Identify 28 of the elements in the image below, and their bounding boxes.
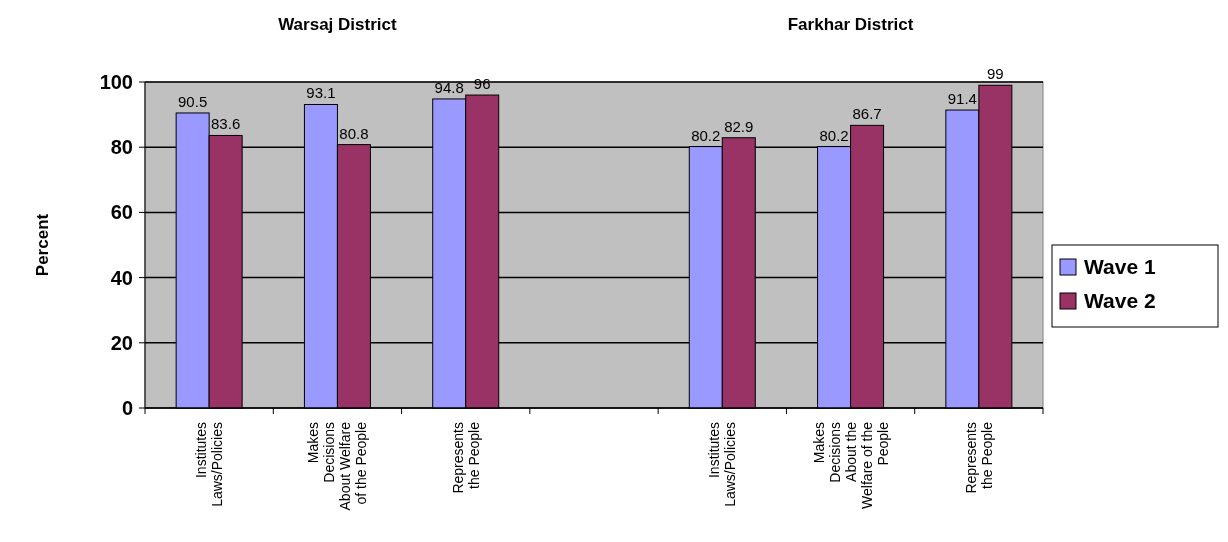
y-axis-title: Percent: [33, 213, 52, 277]
data-label: 82.9: [724, 117, 754, 135]
legend-label: Wave 2: [1084, 289, 1156, 313]
x-tick-label: Makes Decisions About the Welfare of the People: [810, 421, 891, 509]
data-label: 94.8: [434, 78, 464, 96]
x-tick-label: Makes Decisions About Welfare of the People: [305, 421, 370, 511]
y-tick-label: 40: [110, 266, 133, 289]
text: Warsaj District: [278, 15, 397, 34]
y-tick-label: 0: [121, 397, 133, 419]
x-tick-label: Institutes Laws/Policies: [193, 422, 226, 507]
data-label: 80.2: [819, 126, 849, 144]
data-label: 90.5: [178, 92, 208, 110]
y-tick-label: 80: [110, 136, 133, 159]
y-tick-label: 100: [99, 71, 133, 93]
data-label: 80.2: [691, 126, 721, 144]
data-label: 91.4: [947, 90, 977, 108]
x-tick-label: Represents the People: [449, 421, 482, 494]
x-tick-label: Institutes Laws/Policies: [706, 422, 739, 507]
x-tick-label: Represents the People: [962, 421, 995, 494]
legend-label: Wave 1: [1084, 255, 1156, 279]
text: Farkhar District: [787, 15, 914, 34]
data-label: 86.7: [852, 105, 882, 123]
y-tick-label: 60: [110, 201, 133, 224]
data-label: 93.1: [306, 84, 336, 102]
data-label: 80.8: [339, 124, 369, 142]
data-label: 99: [987, 65, 1004, 83]
data-label: 83.6: [211, 115, 241, 133]
y-tick-label: 20: [110, 331, 133, 354]
